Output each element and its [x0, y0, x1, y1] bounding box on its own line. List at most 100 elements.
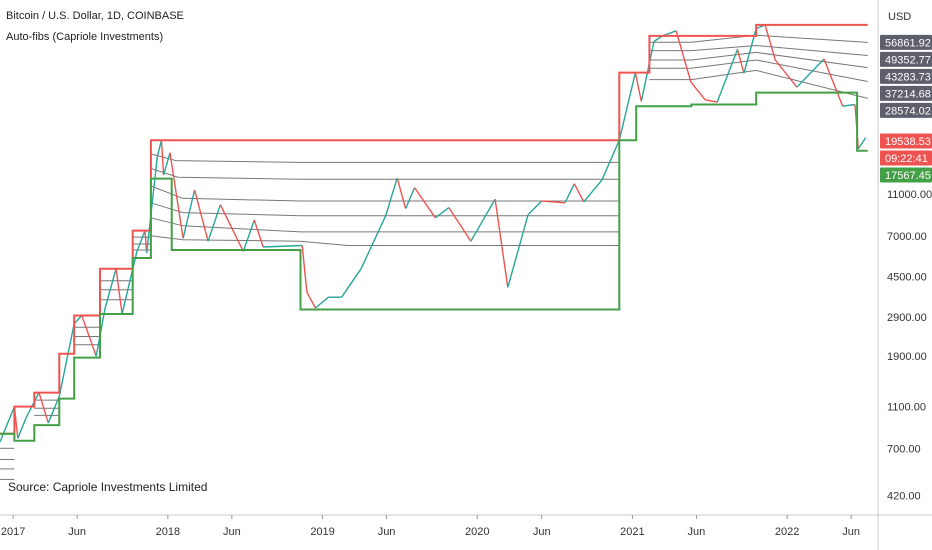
price-tag-label: 17567.45	[885, 170, 931, 182]
price-tag-label: 19538.53	[885, 136, 931, 148]
price-tick-label: 700.00	[887, 443, 921, 455]
price-segment	[73, 315, 83, 325]
source-note: Source: Capriole Investments Limited	[8, 480, 208, 494]
price-segment	[58, 323, 75, 397]
price-segment	[360, 215, 387, 269]
time-tick-label: Jun	[842, 526, 860, 538]
indicator-title[interactable]: Auto-fibs (Capriole Investments)	[6, 31, 164, 43]
price-segment	[219, 204, 244, 252]
price-segment	[396, 177, 407, 209]
price-tag-box	[880, 85, 932, 101]
price-tick-label: 1900.00	[887, 351, 927, 363]
currency-label: USD	[888, 11, 911, 23]
fib-top-line	[0, 23, 868, 435]
price-segment	[675, 30, 692, 83]
price-tag-box	[880, 34, 932, 50]
time-tick-label: 2018	[156, 526, 180, 538]
price-segment	[182, 189, 196, 239]
price-segment	[306, 291, 317, 309]
price-segment	[705, 99, 718, 103]
price-tick-label: 1100.00	[887, 402, 926, 414]
price-segment	[494, 199, 509, 288]
price-segment	[404, 187, 416, 209]
price-tag-label: 37214.68	[885, 88, 931, 100]
price-segment	[716, 49, 739, 103]
price-segment	[774, 59, 798, 88]
time-tick-label: 2022	[775, 526, 799, 538]
price-tick-label: 7000.00	[887, 231, 927, 243]
fib-level-line	[150, 185, 620, 202]
price-segment	[17, 417, 27, 439]
fib-level-line	[150, 168, 620, 180]
price-tag-label: 56861.92	[885, 37, 931, 49]
price-segment	[136, 230, 146, 252]
time-tick-label: 2021	[620, 526, 644, 538]
price-segment	[253, 219, 264, 248]
price-segment	[207, 204, 222, 242]
price-segment	[301, 245, 308, 293]
price-segment	[314, 296, 329, 309]
price-segment	[541, 200, 566, 204]
time-tick-label: Jun	[223, 526, 241, 538]
price-segment	[81, 315, 97, 357]
price-tag-box	[880, 68, 932, 84]
fib-level-line	[649, 44, 868, 56]
price-tag-box	[880, 102, 932, 118]
fib-level-line	[150, 153, 620, 163]
price-tick-label: 2900.00	[887, 312, 927, 324]
price-segment	[169, 152, 184, 239]
price-segment	[25, 392, 40, 418]
price-tag-label: 09:22:41	[885, 153, 928, 165]
price-segment	[823, 58, 844, 107]
price-tick-label: 420.00	[887, 490, 921, 502]
price-segment	[115, 268, 123, 315]
fib-level-line	[150, 202, 620, 217]
price-segment	[507, 214, 529, 288]
price-tag-label: 43283.73	[885, 71, 931, 83]
price-segment	[573, 183, 585, 203]
price-segment	[618, 72, 637, 141]
price-tag-label: 49352.77	[885, 54, 931, 66]
price-segment	[156, 140, 163, 157]
time-tick-label: Jun	[688, 526, 706, 538]
price-segment	[527, 200, 543, 216]
price-segment	[583, 179, 603, 203]
price-segment	[162, 152, 171, 176]
price-segment	[121, 251, 138, 315]
time-tick-label: 2019	[310, 526, 334, 538]
fib-level-line	[649, 51, 868, 69]
price-tag-box	[880, 150, 932, 166]
time-tick-label: Jun	[378, 526, 396, 538]
price-segment	[690, 81, 706, 101]
price-segment	[160, 140, 165, 176]
price-segment	[796, 58, 825, 88]
price-segment	[736, 49, 745, 74]
price-segment	[601, 139, 620, 181]
price-segment	[146, 156, 158, 254]
fib-level-line	[649, 34, 868, 43]
price-segment	[341, 268, 362, 298]
time-tick-label: Jun	[68, 526, 86, 538]
time-tick-label: Jun	[533, 526, 551, 538]
fib-level-line	[150, 217, 620, 233]
price-segment	[242, 219, 255, 252]
price-segment	[640, 41, 655, 102]
price-tag-label: 28574.02	[885, 105, 931, 117]
time-tick-label: 2020	[465, 526, 489, 538]
price-segment	[0, 406, 16, 443]
price-tag-box	[880, 167, 932, 183]
price-segment	[385, 177, 398, 216]
price-tag-box	[880, 133, 932, 149]
price-segment	[564, 183, 576, 204]
price-segment	[104, 268, 117, 309]
time-tick-label: 2017	[1, 526, 25, 538]
fib-level-line	[150, 235, 620, 246]
price-segment	[434, 207, 450, 219]
price-segment	[193, 189, 209, 242]
price-segment	[857, 137, 867, 149]
fib-level-line	[649, 69, 868, 99]
price-segment	[47, 396, 60, 424]
price-segment	[634, 72, 642, 102]
price-segment	[414, 187, 436, 219]
